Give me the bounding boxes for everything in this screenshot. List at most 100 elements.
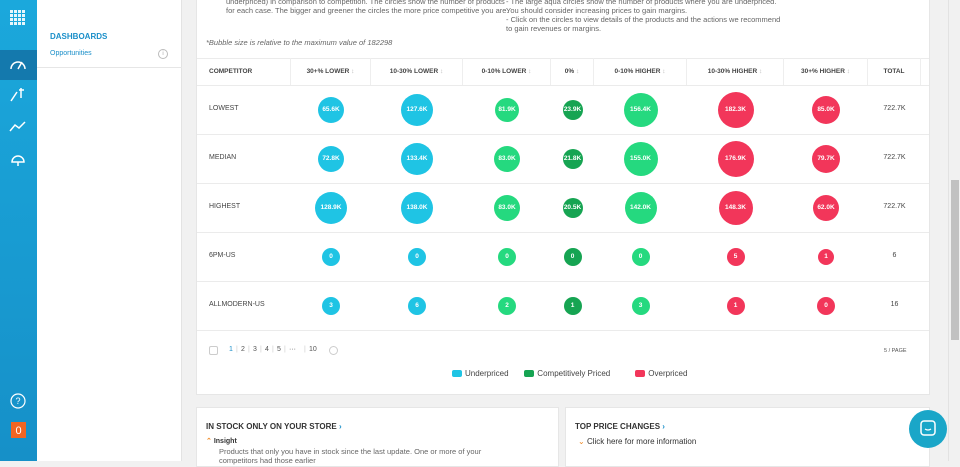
bubble[interactable]: 1 — [726, 296, 745, 315]
column-header[interactable]: 0-10% HIGHER — [594, 58, 687, 85]
card-title[interactable]: TOP PRICE CHANGES › — [575, 422, 665, 431]
bubble[interactable]: 182.3K — [717, 91, 754, 128]
bubble[interactable]: 6 — [408, 296, 426, 315]
bubble[interactable]: 0 — [817, 296, 835, 315]
bubble[interactable]: 85.0K — [812, 95, 840, 124]
page-sep: | — [236, 346, 238, 353]
nav-section: DASHBOARDS — [50, 32, 108, 41]
bubble[interactable]: 5 — [726, 247, 745, 266]
toggle-text[interactable]: Insight — [213, 438, 237, 445]
bubble[interactable]: 23.9K — [562, 99, 583, 120]
bubble[interactable]: 148.3K — [718, 190, 753, 225]
page-link[interactable]: 2 — [241, 346, 245, 353]
bubble[interactable]: 72.8K — [318, 145, 344, 172]
page-link[interactable]: ··· — [289, 346, 296, 353]
bubble[interactable]: 1 — [563, 296, 582, 315]
page-sep: | — [304, 346, 306, 353]
scrollbar[interactable] — [948, 0, 960, 461]
badge[interactable] — [11, 422, 26, 438]
bubble[interactable]: 176.9K — [717, 140, 754, 177]
bubble[interactable]: 62.0K — [813, 194, 839, 221]
chat-icon[interactable] — [909, 410, 947, 448]
scroll-thumb[interactable] — [951, 180, 959, 340]
page-link[interactable]: 4 — [265, 346, 269, 353]
bubble[interactable]: 0 — [322, 247, 340, 266]
badge-count[interactable]: 0 — [15, 425, 21, 437]
active-item[interactable] — [0, 50, 37, 80]
legend-swatch — [452, 370, 462, 377]
bubble[interactable]: 81.9K — [495, 97, 519, 122]
bubble[interactable]: 20.5K — [562, 197, 583, 218]
column-header[interactable]: 30+% HIGHER — [784, 58, 868, 85]
page-link[interactable]: 10 — [309, 346, 317, 353]
column-header[interactable]: 10-30% LOWER — [371, 58, 463, 85]
legend-label: Competitively Priced — [537, 369, 611, 378]
column-header[interactable]: 0% — [551, 58, 594, 85]
bubble[interactable]: 0 — [631, 247, 650, 266]
alert-icon[interactable] — [11, 155, 25, 166]
bubble[interactable]: 2 — [498, 296, 516, 315]
icon-rail: ? 0 — [0, 0, 37, 461]
toggle-text[interactable]: Click here for more information — [586, 437, 697, 446]
row-line — [197, 232, 929, 233]
page-link[interactable]: 1 — [229, 346, 233, 353]
legend-swatch — [524, 370, 535, 377]
card-title[interactable]: IN STOCK ONLY ON YOUR STORE › — [206, 422, 342, 431]
bubble[interactable]: 0 — [563, 247, 582, 266]
page-link[interactable]: 5 — [277, 346, 281, 353]
page-sep: | — [272, 346, 274, 353]
rail-icons: ? 0 — [0, 10, 37, 438]
dashboard-icon[interactable] — [10, 61, 26, 70]
toggle[interactable]: ⌄ Click here for more information — [578, 437, 697, 446]
info-icon[interactable]: i — [158, 49, 168, 59]
row-total: 16 — [890, 300, 899, 308]
card-title-text[interactable]: TOP PRICE CHANGES — [575, 422, 661, 431]
chat-button[interactable] — [909, 410, 947, 448]
bubble-note: *Bubble size is relative to the maximum … — [206, 38, 393, 47]
page-link[interactable]: 3 — [253, 346, 257, 353]
bubble[interactable]: 128.9K — [315, 191, 347, 224]
row-line — [197, 85, 929, 86]
bubble[interactable]: 142.0K — [624, 191, 657, 224]
column-header[interactable]: 10-30% HIGHER — [687, 58, 784, 85]
help-text[interactable]: ? — [15, 396, 20, 406]
help-icon[interactable] — [10, 393, 26, 409]
bubble[interactable]: 83.0K — [494, 194, 520, 221]
bubble[interactable]: 0 — [408, 247, 426, 266]
bubble[interactable]: 133.4K — [401, 142, 433, 175]
bubble[interactable]: 155.0K — [623, 141, 658, 176]
stock-card: IN STOCK ONLY ON YOUR STORE › ⌃ Insight … — [196, 407, 559, 467]
card-title-text[interactable]: IN STOCK ONLY ON YOUR STORE — [206, 422, 337, 431]
row-total: 722.7K — [883, 153, 906, 161]
row-total: 6 — [892, 251, 897, 259]
row-line — [197, 330, 929, 331]
next-page[interactable] — [329, 346, 338, 355]
bubble[interactable]: 127.6K — [401, 93, 433, 126]
intro-text: - Click on the circles to view details o… — [506, 15, 781, 24]
bubble[interactable]: 3 — [631, 296, 650, 315]
bubble[interactable]: 156.4K — [623, 92, 658, 127]
column-header[interactable]: 30+% LOWER — [291, 58, 371, 85]
trend-icon[interactable] — [9, 121, 26, 132]
column-header[interactable]: 0-10% LOWER — [463, 58, 551, 85]
bubble[interactable]: 3 — [322, 296, 340, 315]
page-size[interactable]: 5 / PAGE — [884, 348, 907, 354]
toggle[interactable]: ⌃ Insight — [206, 438, 237, 445]
intro-text: underpriced) in comparison to competitio… — [226, 0, 505, 6]
logo — [10, 10, 25, 25]
prev-page[interactable] — [209, 346, 218, 355]
nav-item[interactable]: Opportunities — [50, 50, 92, 57]
row-label: HIGHEST — [209, 202, 241, 210]
bubble[interactable]: 79.7K — [812, 144, 840, 173]
bubble[interactable]: 21.8K — [562, 148, 583, 169]
row-line — [197, 134, 929, 135]
pricing-icon[interactable] — [10, 88, 24, 102]
page-sep: | — [284, 346, 286, 353]
bubble[interactable]: 0 — [498, 247, 516, 266]
row-total: 722.7K — [883, 104, 906, 112]
row-label: MEDIAN — [209, 153, 237, 161]
bubble[interactable]: 83.0K — [494, 145, 520, 172]
bubble[interactable]: 138.0K — [401, 191, 433, 224]
bubble[interactable]: 1 — [818, 248, 834, 265]
bubble[interactable]: 65.6K — [318, 96, 344, 123]
